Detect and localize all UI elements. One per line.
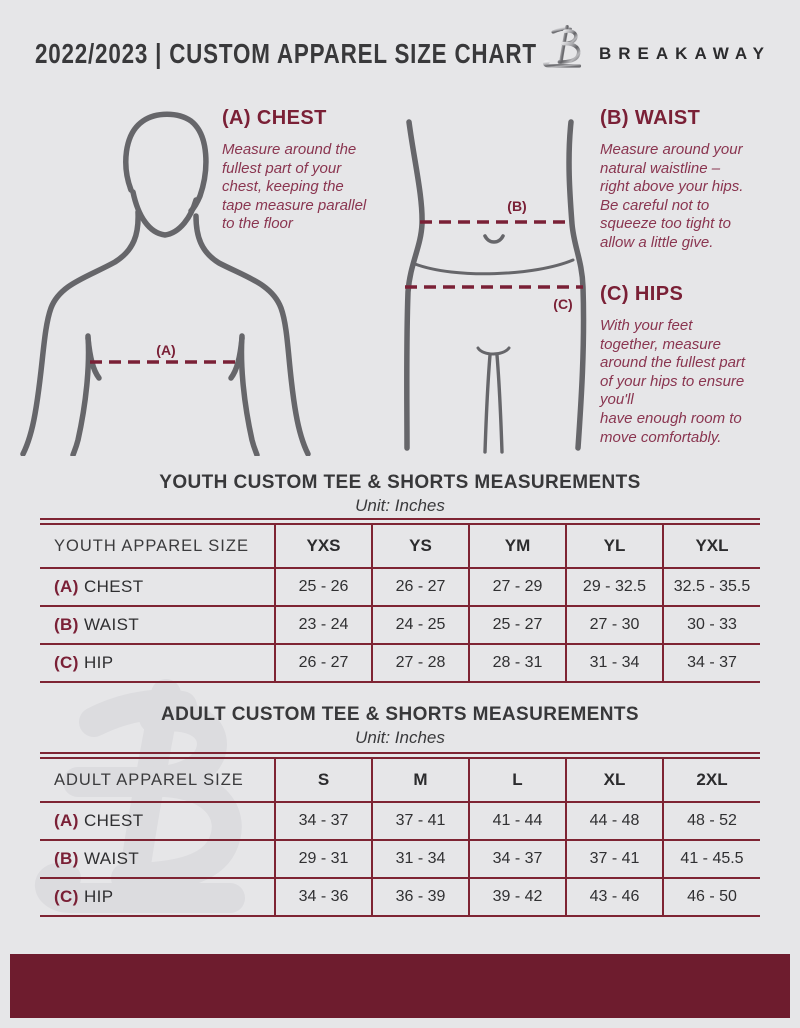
measurement-value: 30 - 33: [662, 606, 760, 644]
chest-marker-label: (A): [156, 342, 175, 358]
row-prefix: (A): [54, 811, 79, 830]
youth-unit-subtitle: Unit: Inches: [355, 496, 445, 515]
measurement-value: 27 - 28: [371, 644, 469, 682]
waist-guide: (B) WAIST Measure around your natural wa…: [600, 107, 790, 253]
breakaway-logo-icon: [543, 25, 582, 68]
hips-marker-label: (C): [553, 296, 572, 312]
size-col-header: YXL: [662, 524, 760, 568]
measurement-value: 24 - 25: [371, 606, 469, 644]
page-title: 2022/2023 | CUSTOM APPAREL SIZE CHART: [35, 38, 537, 69]
table-row: (C) HIP 26 - 27 27 - 28 28 - 31 31 - 34 …: [40, 644, 760, 682]
row-prefix: (A): [54, 577, 79, 596]
measurement-value: 41 - 44: [468, 802, 566, 840]
waist-heading: (B) WAIST: [600, 107, 701, 129]
measurement-value: 34 - 37: [274, 802, 372, 840]
measurement-value: 34 - 37: [468, 840, 566, 878]
size-col-header: M: [371, 758, 469, 802]
table-row: (B) WAIST 23 - 24 24 - 25 25 - 27 27 - 3…: [40, 606, 760, 644]
size-col-header: XL: [565, 758, 663, 802]
table-row: (A) CHEST 25 - 26 26 - 27 27 - 29 29 - 3…: [40, 568, 760, 606]
hips-description: With your feet together, measure around …: [600, 317, 746, 446]
measurement-value: 26 - 27: [274, 644, 372, 682]
measurement-value: 29 - 31: [274, 840, 372, 878]
measurement-value: 36 - 39: [371, 878, 469, 916]
chest-heading: (A) CHEST: [222, 107, 327, 129]
hips-guide: (C) HIPS With your feet together, measur…: [600, 283, 790, 447]
adult-size-table: ADULT APPAREL SIZE S M L XL 2XL (A) CHES…: [40, 752, 760, 917]
measurement-value: 37 - 41: [371, 802, 469, 840]
measurement-value: 25 - 27: [468, 606, 566, 644]
figure-upper-body: (A): [20, 111, 311, 456]
table-top-rule: [40, 518, 760, 520]
hips-heading: (C) HIPS: [600, 283, 684, 305]
measurement-value: 28 - 31: [468, 644, 566, 682]
chest-description: Measure around the fullest part of your …: [222, 141, 367, 233]
adult-unit-subtitle: Unit: Inches: [355, 728, 445, 747]
row-prefix: (C): [54, 653, 79, 672]
measurement-value: 27 - 29: [468, 568, 566, 606]
row-prefix: (C): [54, 887, 79, 906]
table-row: (C) HIP 34 - 36 36 - 39 39 - 42 43 - 46 …: [40, 878, 760, 916]
size-col-header: 2XL: [662, 758, 760, 802]
youth-section-title: YOUTH CUSTOM TEE & SHORTS MEASUREMENTS: [159, 472, 641, 493]
table-row: (B) WAIST 29 - 31 31 - 34 34 - 37 37 - 4…: [40, 840, 760, 878]
size-col-header: YM: [468, 524, 566, 568]
brand-name: BREAKAWAY: [599, 44, 771, 63]
measurement-value: 34 - 37: [662, 644, 760, 682]
apparel-size-header: ADULT APPAREL SIZE: [54, 770, 244, 789]
measurement-label: CHEST: [83, 811, 144, 830]
size-col-header: YXS: [274, 524, 372, 568]
measurement-value: 34 - 36: [274, 878, 372, 916]
measurement-value: 41 - 45.5: [662, 840, 760, 878]
measurement-value: 46 - 50: [662, 878, 760, 916]
size-col-header: YS: [371, 524, 469, 568]
measurement-value: 27 - 30: [565, 606, 663, 644]
measurement-label: CHEST: [83, 577, 144, 596]
measurement-label: HIP: [83, 887, 114, 906]
table-header-row: YOUTH APPAREL SIZE YXS YS YM YL YXL: [40, 524, 760, 568]
measurement-value: 25 - 26: [274, 568, 372, 606]
figure-lower-body: (B) (C): [404, 119, 587, 454]
measurement-label: HIP: [83, 653, 114, 672]
measurement-value: 48 - 52: [662, 802, 760, 840]
row-prefix: (B): [54, 849, 79, 868]
size-col-header: S: [274, 758, 372, 802]
measurement-value: 43 - 46: [565, 878, 663, 916]
measurement-value: 44 - 48: [565, 802, 663, 840]
measurement-value: 32.5 - 35.5: [662, 568, 760, 606]
row-prefix: (B): [54, 615, 79, 634]
measurement-label: WAIST: [83, 615, 140, 634]
measurement-value: 39 - 42: [468, 878, 566, 916]
measurement-value: 37 - 41: [565, 840, 663, 878]
table-header-row: ADULT APPAREL SIZE S M L XL 2XL: [40, 758, 760, 802]
waist-marker-label: (B): [507, 198, 526, 214]
size-col-header: YL: [565, 524, 663, 568]
measurement-value: 31 - 34: [565, 644, 663, 682]
waist-description: Measure around your natural waistline – …: [600, 141, 744, 251]
measurement-value: 29 - 32.5: [565, 568, 663, 606]
measurement-value: 23 - 24: [274, 606, 372, 644]
youth-size-table: YOUTH APPAREL SIZE YXS YS YM YL YXL (A) …: [40, 518, 760, 683]
table-top-rule: [40, 752, 760, 754]
chest-guide: (A) CHEST Measure around the fullest par…: [222, 107, 412, 234]
measurement-label: WAIST: [83, 849, 140, 868]
adult-section-title: ADULT CUSTOM TEE & SHORTS MEASUREMENTS: [161, 704, 639, 725]
footer-bar: [10, 954, 790, 1018]
apparel-size-header: YOUTH APPAREL SIZE: [54, 536, 249, 555]
measurement-value: 31 - 34: [371, 840, 469, 878]
table-row: (A) CHEST 34 - 37 37 - 41 41 - 44 44 - 4…: [40, 802, 760, 840]
size-col-header: L: [468, 758, 566, 802]
measurement-value: 26 - 27: [371, 568, 469, 606]
